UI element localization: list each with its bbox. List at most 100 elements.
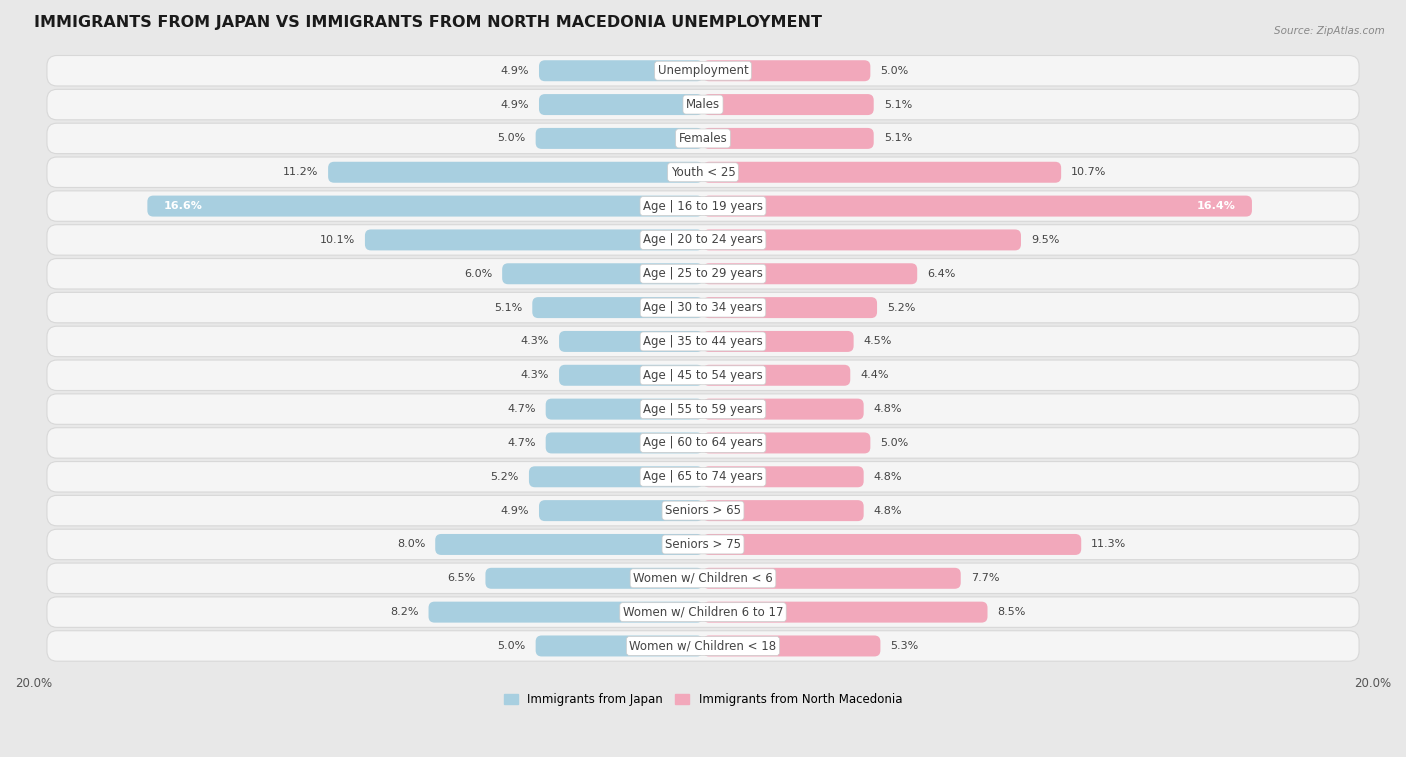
FancyBboxPatch shape bbox=[46, 563, 1360, 593]
Text: 10.7%: 10.7% bbox=[1071, 167, 1107, 177]
Text: Age | 25 to 29 years: Age | 25 to 29 years bbox=[643, 267, 763, 280]
FancyBboxPatch shape bbox=[46, 191, 1360, 221]
FancyBboxPatch shape bbox=[538, 94, 703, 115]
FancyBboxPatch shape bbox=[703, 128, 873, 149]
FancyBboxPatch shape bbox=[436, 534, 703, 555]
FancyBboxPatch shape bbox=[46, 292, 1360, 322]
Text: 5.1%: 5.1% bbox=[884, 133, 912, 143]
Legend: Immigrants from Japan, Immigrants from North Macedonia: Immigrants from Japan, Immigrants from N… bbox=[499, 689, 907, 711]
FancyBboxPatch shape bbox=[703, 365, 851, 386]
FancyBboxPatch shape bbox=[703, 602, 987, 622]
FancyBboxPatch shape bbox=[46, 89, 1360, 120]
Text: 5.0%: 5.0% bbox=[498, 641, 526, 651]
FancyBboxPatch shape bbox=[328, 162, 703, 182]
Text: 4.4%: 4.4% bbox=[860, 370, 889, 380]
Text: 5.1%: 5.1% bbox=[884, 100, 912, 110]
Text: Women w/ Children < 6: Women w/ Children < 6 bbox=[633, 572, 773, 585]
Text: 4.9%: 4.9% bbox=[501, 100, 529, 110]
Text: 16.4%: 16.4% bbox=[1197, 201, 1236, 211]
Text: 7.7%: 7.7% bbox=[970, 573, 1000, 584]
FancyBboxPatch shape bbox=[46, 529, 1360, 559]
Text: 5.2%: 5.2% bbox=[491, 472, 519, 481]
FancyBboxPatch shape bbox=[560, 365, 703, 386]
FancyBboxPatch shape bbox=[703, 466, 863, 488]
Text: Age | 30 to 34 years: Age | 30 to 34 years bbox=[643, 301, 763, 314]
FancyBboxPatch shape bbox=[148, 195, 703, 217]
FancyBboxPatch shape bbox=[703, 568, 960, 589]
Text: 10.1%: 10.1% bbox=[319, 235, 354, 245]
Text: 4.7%: 4.7% bbox=[508, 404, 536, 414]
Text: IMMIGRANTS FROM JAPAN VS IMMIGRANTS FROM NORTH MACEDONIA UNEMPLOYMENT: IMMIGRANTS FROM JAPAN VS IMMIGRANTS FROM… bbox=[34, 15, 821, 30]
FancyBboxPatch shape bbox=[703, 331, 853, 352]
FancyBboxPatch shape bbox=[546, 432, 703, 453]
FancyBboxPatch shape bbox=[703, 500, 863, 521]
FancyBboxPatch shape bbox=[703, 61, 870, 81]
Text: Youth < 25: Youth < 25 bbox=[671, 166, 735, 179]
Text: 8.2%: 8.2% bbox=[389, 607, 419, 617]
Text: Women w/ Children < 18: Women w/ Children < 18 bbox=[630, 640, 776, 653]
FancyBboxPatch shape bbox=[46, 495, 1360, 526]
Text: Women w/ Children 6 to 17: Women w/ Children 6 to 17 bbox=[623, 606, 783, 618]
Text: 4.9%: 4.9% bbox=[501, 66, 529, 76]
FancyBboxPatch shape bbox=[46, 157, 1360, 188]
Text: Age | 16 to 19 years: Age | 16 to 19 years bbox=[643, 200, 763, 213]
FancyBboxPatch shape bbox=[46, 326, 1360, 357]
FancyBboxPatch shape bbox=[46, 259, 1360, 289]
FancyBboxPatch shape bbox=[46, 462, 1360, 492]
Text: Seniors > 75: Seniors > 75 bbox=[665, 538, 741, 551]
FancyBboxPatch shape bbox=[46, 225, 1360, 255]
Text: 11.3%: 11.3% bbox=[1091, 540, 1126, 550]
Text: Age | 35 to 44 years: Age | 35 to 44 years bbox=[643, 335, 763, 348]
Text: 16.6%: 16.6% bbox=[165, 201, 202, 211]
Text: 4.3%: 4.3% bbox=[520, 370, 548, 380]
Text: 5.0%: 5.0% bbox=[880, 66, 908, 76]
Text: 5.1%: 5.1% bbox=[494, 303, 522, 313]
Text: 5.0%: 5.0% bbox=[880, 438, 908, 448]
FancyBboxPatch shape bbox=[703, 195, 1251, 217]
FancyBboxPatch shape bbox=[703, 432, 870, 453]
Text: Unemployment: Unemployment bbox=[658, 64, 748, 77]
FancyBboxPatch shape bbox=[366, 229, 703, 251]
Text: 5.2%: 5.2% bbox=[887, 303, 915, 313]
Text: Females: Females bbox=[679, 132, 727, 145]
Text: Males: Males bbox=[686, 98, 720, 111]
Text: Age | 65 to 74 years: Age | 65 to 74 years bbox=[643, 470, 763, 483]
FancyBboxPatch shape bbox=[46, 360, 1360, 391]
Text: 4.9%: 4.9% bbox=[501, 506, 529, 516]
FancyBboxPatch shape bbox=[703, 534, 1081, 555]
Text: 9.5%: 9.5% bbox=[1031, 235, 1059, 245]
FancyBboxPatch shape bbox=[703, 635, 880, 656]
FancyBboxPatch shape bbox=[703, 229, 1021, 251]
FancyBboxPatch shape bbox=[560, 331, 703, 352]
FancyBboxPatch shape bbox=[502, 263, 703, 284]
Text: 8.5%: 8.5% bbox=[997, 607, 1026, 617]
FancyBboxPatch shape bbox=[46, 428, 1360, 458]
Text: Seniors > 65: Seniors > 65 bbox=[665, 504, 741, 517]
FancyBboxPatch shape bbox=[536, 128, 703, 149]
Text: 11.2%: 11.2% bbox=[283, 167, 318, 177]
Text: Age | 55 to 59 years: Age | 55 to 59 years bbox=[643, 403, 763, 416]
FancyBboxPatch shape bbox=[703, 263, 917, 284]
Text: 5.0%: 5.0% bbox=[498, 133, 526, 143]
FancyBboxPatch shape bbox=[538, 500, 703, 521]
FancyBboxPatch shape bbox=[46, 123, 1360, 154]
Text: 8.0%: 8.0% bbox=[396, 540, 425, 550]
Text: 4.5%: 4.5% bbox=[863, 336, 891, 347]
Text: Source: ZipAtlas.com: Source: ZipAtlas.com bbox=[1274, 26, 1385, 36]
Text: Age | 60 to 64 years: Age | 60 to 64 years bbox=[643, 437, 763, 450]
FancyBboxPatch shape bbox=[533, 297, 703, 318]
Text: 4.8%: 4.8% bbox=[873, 404, 903, 414]
FancyBboxPatch shape bbox=[46, 394, 1360, 425]
Text: Age | 45 to 54 years: Age | 45 to 54 years bbox=[643, 369, 763, 382]
FancyBboxPatch shape bbox=[429, 602, 703, 622]
Text: 4.7%: 4.7% bbox=[508, 438, 536, 448]
FancyBboxPatch shape bbox=[46, 55, 1360, 86]
FancyBboxPatch shape bbox=[46, 631, 1360, 661]
Text: 6.5%: 6.5% bbox=[447, 573, 475, 584]
FancyBboxPatch shape bbox=[703, 94, 873, 115]
FancyBboxPatch shape bbox=[703, 297, 877, 318]
Text: 5.3%: 5.3% bbox=[890, 641, 918, 651]
FancyBboxPatch shape bbox=[529, 466, 703, 488]
Text: 6.0%: 6.0% bbox=[464, 269, 492, 279]
Text: 4.8%: 4.8% bbox=[873, 472, 903, 481]
